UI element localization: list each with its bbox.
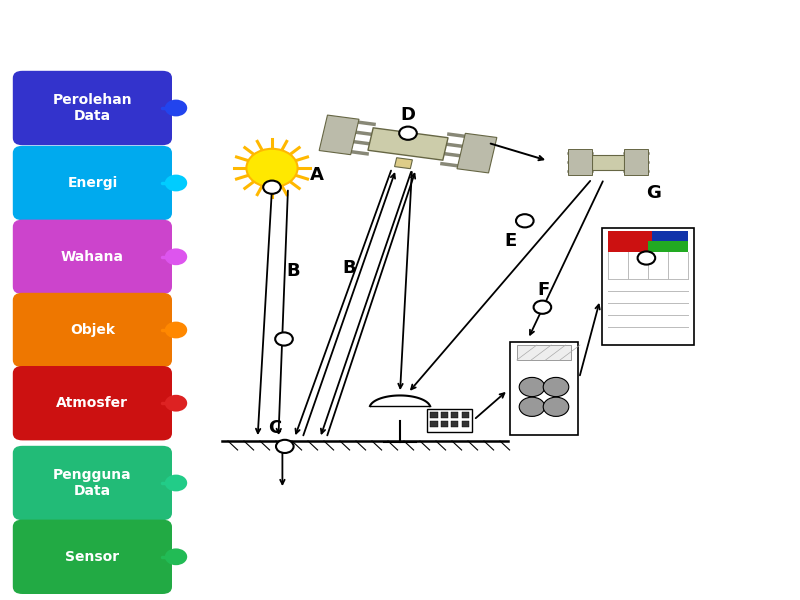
FancyBboxPatch shape bbox=[13, 520, 172, 594]
Circle shape bbox=[246, 149, 298, 187]
Polygon shape bbox=[319, 115, 359, 155]
FancyBboxPatch shape bbox=[13, 366, 172, 440]
Circle shape bbox=[519, 397, 545, 416]
Text: D: D bbox=[400, 106, 415, 124]
Text: Wahana: Wahana bbox=[61, 250, 124, 264]
FancyBboxPatch shape bbox=[568, 149, 592, 175]
Circle shape bbox=[276, 440, 294, 453]
Polygon shape bbox=[394, 158, 413, 169]
Circle shape bbox=[165, 322, 187, 338]
Circle shape bbox=[165, 548, 187, 565]
FancyBboxPatch shape bbox=[462, 412, 469, 418]
Text: C: C bbox=[268, 419, 282, 437]
Circle shape bbox=[399, 127, 417, 140]
Circle shape bbox=[275, 332, 293, 346]
FancyBboxPatch shape bbox=[517, 345, 571, 360]
FancyBboxPatch shape bbox=[13, 71, 172, 145]
Circle shape bbox=[543, 377, 569, 397]
FancyBboxPatch shape bbox=[430, 412, 438, 418]
FancyBboxPatch shape bbox=[510, 342, 578, 435]
FancyBboxPatch shape bbox=[441, 421, 448, 427]
Polygon shape bbox=[457, 133, 497, 173]
Circle shape bbox=[519, 377, 545, 397]
Text: Perolehan
Data: Perolehan Data bbox=[53, 93, 132, 123]
FancyBboxPatch shape bbox=[13, 293, 172, 367]
Circle shape bbox=[165, 475, 187, 491]
FancyBboxPatch shape bbox=[624, 149, 648, 175]
Circle shape bbox=[543, 397, 569, 416]
Text: A: A bbox=[310, 166, 324, 184]
FancyBboxPatch shape bbox=[441, 412, 448, 418]
FancyBboxPatch shape bbox=[427, 409, 472, 432]
FancyBboxPatch shape bbox=[451, 412, 458, 418]
FancyBboxPatch shape bbox=[13, 220, 172, 294]
FancyBboxPatch shape bbox=[608, 231, 652, 252]
Text: G: G bbox=[646, 184, 662, 202]
Text: Atmosfer: Atmosfer bbox=[56, 396, 128, 410]
Text: B: B bbox=[342, 259, 356, 277]
FancyBboxPatch shape bbox=[602, 228, 694, 345]
Circle shape bbox=[638, 251, 655, 265]
Text: Objek: Objek bbox=[70, 323, 115, 337]
Polygon shape bbox=[592, 155, 624, 169]
Text: B: B bbox=[286, 262, 300, 280]
FancyBboxPatch shape bbox=[13, 146, 172, 220]
Circle shape bbox=[165, 248, 187, 265]
FancyBboxPatch shape bbox=[13, 446, 172, 520]
Circle shape bbox=[263, 181, 281, 194]
Text: E: E bbox=[504, 232, 516, 250]
Circle shape bbox=[165, 175, 187, 191]
FancyBboxPatch shape bbox=[430, 421, 438, 427]
Circle shape bbox=[165, 395, 187, 412]
Polygon shape bbox=[368, 128, 448, 160]
Circle shape bbox=[516, 214, 534, 227]
FancyBboxPatch shape bbox=[462, 421, 469, 427]
Text: Pengguna
Data: Pengguna Data bbox=[53, 468, 132, 498]
FancyBboxPatch shape bbox=[608, 231, 688, 252]
Text: Sensor: Sensor bbox=[66, 550, 119, 564]
FancyBboxPatch shape bbox=[648, 241, 688, 252]
Circle shape bbox=[534, 301, 551, 314]
Circle shape bbox=[165, 100, 187, 116]
Text: F: F bbox=[538, 281, 550, 299]
Text: Energi: Energi bbox=[67, 176, 118, 190]
FancyBboxPatch shape bbox=[451, 421, 458, 427]
